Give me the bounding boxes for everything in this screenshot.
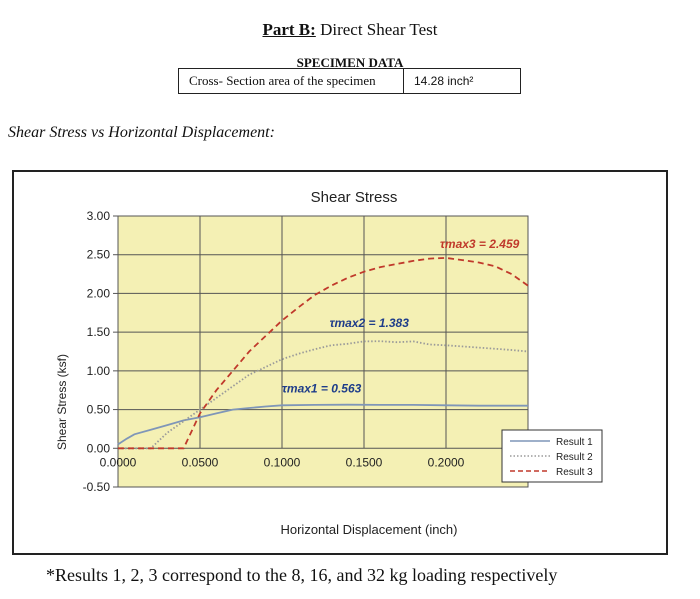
legend-label-result-3: Result 3 bbox=[556, 467, 593, 478]
series-line-result-1 bbox=[117, 403, 528, 446]
plot-border bbox=[117, 215, 529, 488]
test-title: Direct Shear Test bbox=[320, 20, 438, 39]
legend: Result 1 Result 2 Result 3 bbox=[501, 429, 603, 483]
annotation-tau-max-3: τmax3 = 2.459 bbox=[440, 237, 520, 251]
y-tick-label: 1.00 bbox=[87, 364, 111, 378]
x-axis-label: Horizontal Displacement (inch) bbox=[280, 522, 457, 537]
y-tick-label: -0.50 bbox=[83, 480, 111, 494]
legend-label-result-1: Result 1 bbox=[556, 437, 593, 448]
series-group bbox=[117, 256, 529, 450]
y-tick-label: 3.00 bbox=[87, 209, 111, 223]
specimen-data-label: SPECIMEN DATA bbox=[296, 55, 404, 70]
x-tick-label: 0.1000 bbox=[264, 455, 301, 469]
series-line-result-2 bbox=[118, 340, 529, 450]
page-title: Part B: Direct Shear Test bbox=[0, 20, 700, 40]
chart-frame: -0.50 0.00 0.50 1.00 1.50 2.00 2.50 3.00 0.0000 0… bbox=[12, 170, 668, 555]
annotations-group: τmax1 = 0.563 τmax2 = 1.383 τmax3 = 2.459 bbox=[282, 237, 520, 396]
x-tick-label: 0.0000 bbox=[100, 455, 137, 469]
grid-lines bbox=[117, 215, 529, 488]
x-tick-label: 0.0500 bbox=[182, 455, 219, 469]
x-tick-label: 0.2000 bbox=[428, 455, 465, 469]
specimen-table: Cross- Section area of the specimen 14.2… bbox=[178, 68, 521, 94]
section-heading: Shear Stress vs Horizontal Displacement: bbox=[8, 124, 275, 141]
area-label: Cross- Section area of the specimen bbox=[179, 69, 404, 93]
y-tick-label: 0.50 bbox=[87, 403, 111, 417]
annotation-tau-max-2: τmax2 = 1.383 bbox=[330, 316, 410, 330]
area-value: 14.28 inch² bbox=[414, 74, 474, 88]
chart-title: Shear Stress bbox=[311, 189, 398, 206]
legend-box bbox=[501, 429, 603, 483]
y-tick-label: 0.00 bbox=[87, 441, 111, 455]
footnote: *Results 1, 2, 3 correspond to the 8, 16… bbox=[46, 565, 558, 585]
y-tick-label: 1.50 bbox=[87, 325, 111, 339]
legend-label-result-2: Result 2 bbox=[556, 452, 593, 463]
annotation-tau-max-1: τmax1 = 0.563 bbox=[282, 382, 362, 396]
shear-stress-chart: -0.50 0.00 0.50 1.00 1.50 2.00 2.50 3.00 0.0000 0… bbox=[55, 189, 603, 537]
x-tick-label: 0.1500 bbox=[346, 455, 383, 469]
y-axis-label: Shear Stress (ksf) bbox=[55, 354, 69, 450]
part-label: Part B: bbox=[262, 20, 316, 39]
plot-area bbox=[118, 216, 528, 487]
y-tick-label: 2.00 bbox=[87, 286, 111, 300]
y-tick-label: 2.50 bbox=[87, 248, 111, 262]
